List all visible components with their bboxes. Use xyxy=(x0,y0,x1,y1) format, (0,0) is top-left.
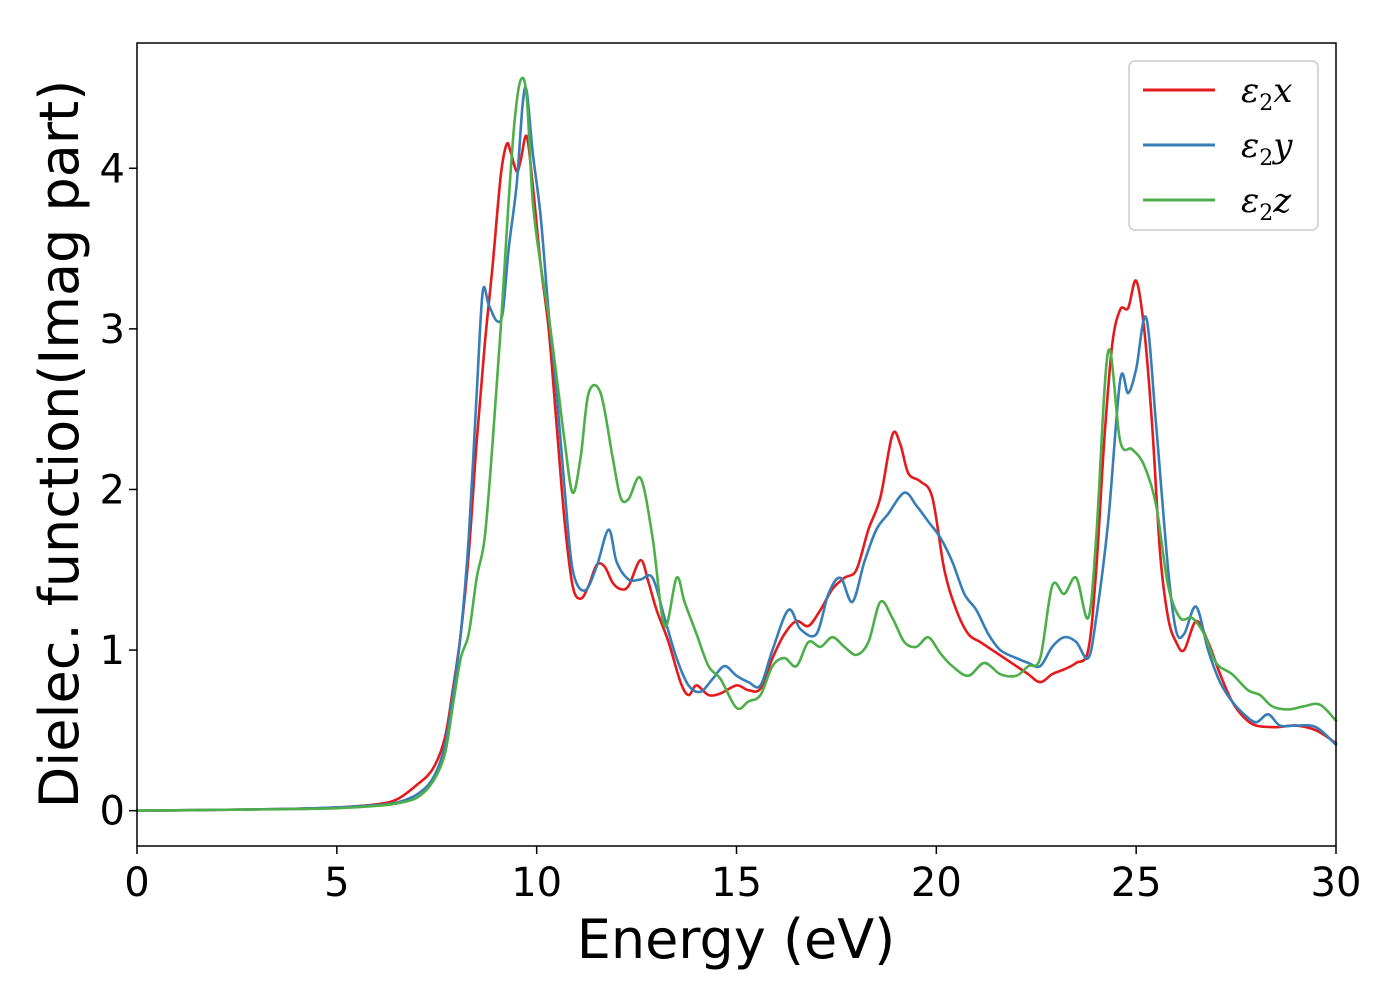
series-line-y xyxy=(135,86,1338,812)
legend-box xyxy=(1128,60,1319,231)
x-tick-label: 5 xyxy=(324,860,349,906)
x-axis-label: Energy (eV) xyxy=(577,908,896,971)
y-tick-label: 1 xyxy=(100,628,125,674)
legend-entry-x: ε2x xyxy=(1241,71,1292,116)
series-line-x xyxy=(135,134,1338,812)
y-axis-label: Dielec. function(Imag part) xyxy=(28,80,91,809)
y-axis: 0 1 2 3 4 xyxy=(100,146,137,835)
y-tick-label: 3 xyxy=(100,307,125,353)
x-tick-label: 20 xyxy=(911,860,962,906)
y-tick-label: 2 xyxy=(100,467,125,513)
series-line-z xyxy=(135,76,1338,812)
x-axis: 0 5 10 15 20 25 30 xyxy=(124,846,1361,906)
x-tick-label: 30 xyxy=(1311,860,1362,906)
legend: ε2x ε2y ε2z xyxy=(1128,60,1319,231)
x-tick-label: 25 xyxy=(1111,860,1162,906)
legend-entry-y: ε2y xyxy=(1241,126,1293,171)
legend-entry-z: ε2z xyxy=(1241,181,1292,226)
x-tick-label: 15 xyxy=(711,860,762,906)
y-tick-label: 0 xyxy=(100,789,125,835)
series-layer xyxy=(135,76,1338,812)
x-tick-label: 0 xyxy=(124,860,149,906)
y-tick-label: 4 xyxy=(100,146,125,192)
x-tick-label: 10 xyxy=(511,860,562,906)
